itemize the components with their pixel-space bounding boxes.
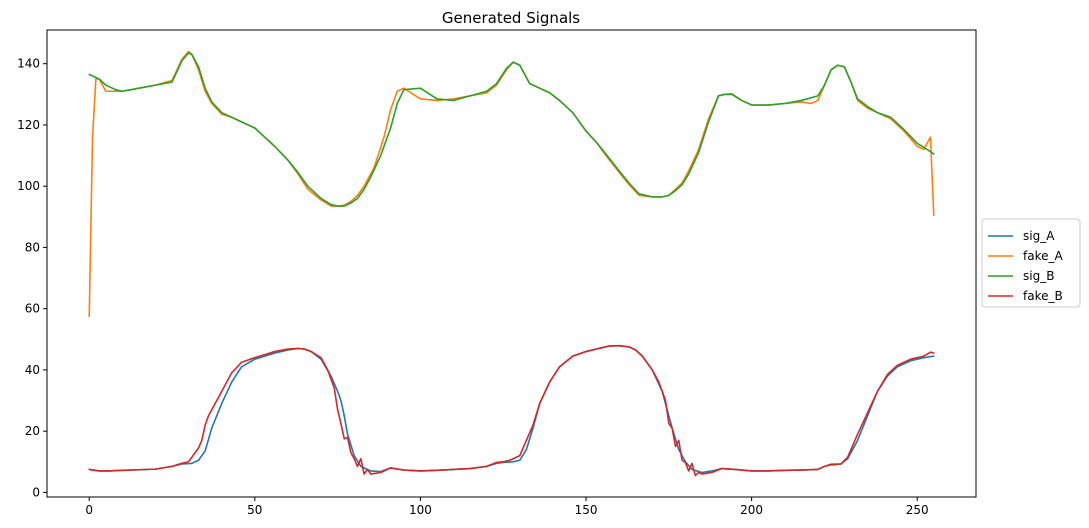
x-tick-label: 0	[85, 503, 93, 517]
y-tick-label: 120	[17, 118, 40, 132]
x-tick-label: 100	[409, 503, 432, 517]
y-tick-label: 40	[25, 363, 40, 377]
y-tick-label: 20	[25, 424, 40, 438]
legend-label: fake_B	[1023, 289, 1063, 303]
y-tick-label: 100	[17, 179, 40, 193]
plot-area: 0 50 100 150 200 250 0 20 40 60 80 100 120 140	[17, 29, 977, 517]
axes-frame	[46, 29, 977, 498]
axis-ticks: 0 50 100 150 200 250 0 20 40 60 80 100 120 140	[17, 57, 929, 517]
x-tick-label: 150	[575, 503, 598, 517]
series-line-fake-b	[88, 344, 935, 477]
legend: sig_A fake_A sig_B fake_B	[981, 218, 1081, 308]
legend-label: sig_A	[1023, 229, 1055, 243]
y-tick-label: 0	[32, 485, 40, 499]
chart-title: Generated Signals	[442, 9, 580, 27]
y-tick-label: 140	[17, 57, 40, 71]
y-tick-label: 60	[25, 302, 40, 316]
y-tick-label: 80	[25, 240, 40, 254]
x-tick-label: 250	[906, 503, 929, 517]
legend-box	[981, 218, 1081, 308]
series-line-sig-b	[88, 52, 935, 207]
legend-label: sig_B	[1023, 269, 1054, 283]
x-tick-label: 200	[740, 503, 763, 517]
x-tick-label: 50	[247, 503, 262, 517]
series-lines	[88, 50, 935, 477]
legend-items: sig_A fake_A sig_B fake_B	[988, 229, 1063, 303]
legend-label: fake_A	[1023, 249, 1063, 263]
